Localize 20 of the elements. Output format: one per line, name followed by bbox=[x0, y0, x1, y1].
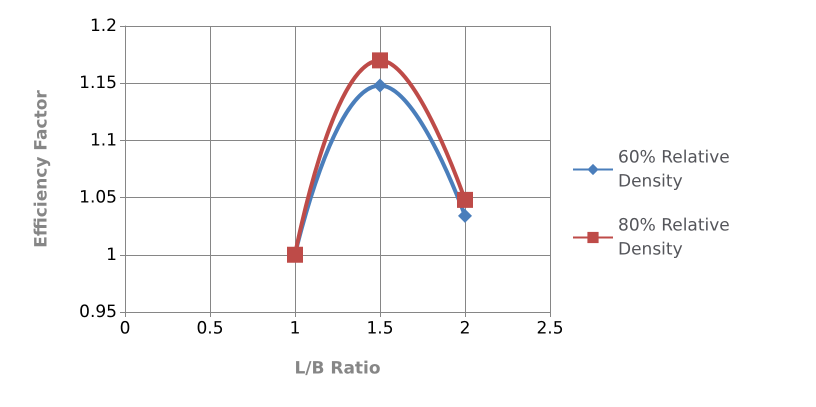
point bbox=[457, 192, 473, 208]
y-axis-title: Efficiency Factor bbox=[32, 90, 52, 248]
x-tick-label: 2 bbox=[460, 318, 470, 338]
y-tick-label: 1 bbox=[106, 244, 117, 265]
point bbox=[458, 208, 472, 223]
x-tick-label: 0.5 bbox=[196, 318, 224, 338]
x-axis-title: L/B Ratio bbox=[294, 358, 381, 378]
y-tick-label: 1.15 bbox=[79, 73, 117, 94]
x-tick-label: 0 bbox=[120, 318, 130, 338]
point bbox=[372, 52, 388, 68]
point bbox=[373, 78, 387, 92]
y-tick-label: 1.2 bbox=[90, 16, 117, 36]
y-tick-label: 0.95 bbox=[79, 302, 117, 322]
x-tick-label: 1 bbox=[290, 318, 300, 338]
y-tick-label: 1.1 bbox=[90, 130, 117, 150]
x-tick-label: 1.5 bbox=[366, 318, 394, 338]
legend-label: 60% Relative Density bbox=[618, 148, 736, 192]
legend-label: 80% Relative Density bbox=[618, 216, 736, 260]
y-tick-label: 1.05 bbox=[79, 188, 117, 208]
x-tick-label: 2.5 bbox=[536, 318, 564, 338]
